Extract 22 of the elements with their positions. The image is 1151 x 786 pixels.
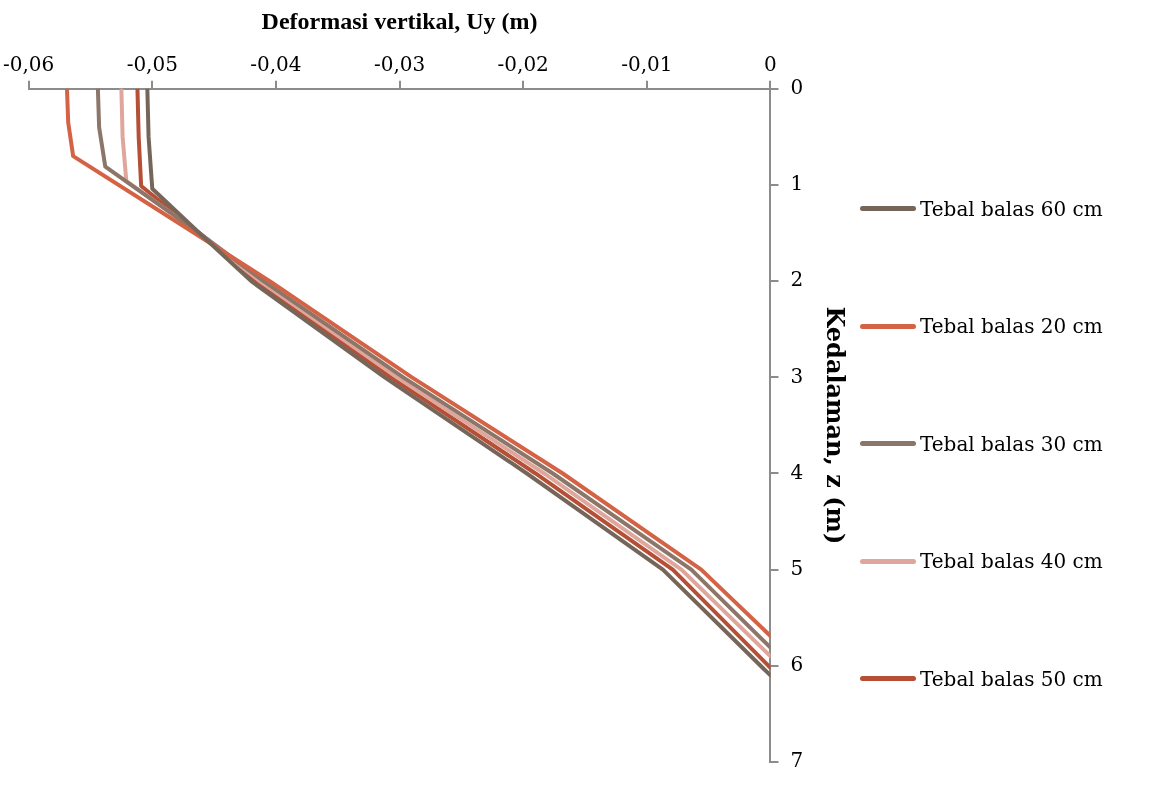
y-tick-label: 0 — [790, 75, 804, 99]
legend-label: Tebal balas 60 cm — [920, 196, 1103, 221]
y-tick-label: 5 — [790, 555, 804, 580]
x-tick-label: -0,03 — [373, 52, 426, 76]
x-tick-label: -0,06 — [3, 52, 55, 76]
x-tick-label: -0,05 — [126, 52, 178, 76]
legend-label: Tebal balas 40 cm — [920, 549, 1103, 574]
y-tick-label: 7 — [790, 748, 804, 773]
y-tick-label: 6 — [790, 652, 804, 677]
y-tick-label: 1 — [790, 171, 804, 196]
y-tick-label: 4 — [790, 459, 804, 484]
x-axis-title: Deformasi vertikal, Uy (m) — [261, 7, 538, 34]
x-tick-label: -0,01 — [621, 52, 673, 76]
x-tick-label: -0,04 — [250, 52, 302, 76]
x-tick-label: -0,02 — [497, 52, 549, 76]
legend-label: Tebal balas 30 cm — [920, 431, 1103, 456]
x-tick-label: 0 — [764, 52, 777, 76]
legend-label: Tebal balas 20 cm — [920, 314, 1103, 339]
legend-label: Tebal balas 50 cm — [920, 666, 1103, 691]
y-tick-label: 2 — [790, 267, 804, 292]
y-tick-label: 3 — [790, 363, 804, 388]
y-axis-title: Kedalaman, z (m) — [821, 306, 851, 545]
